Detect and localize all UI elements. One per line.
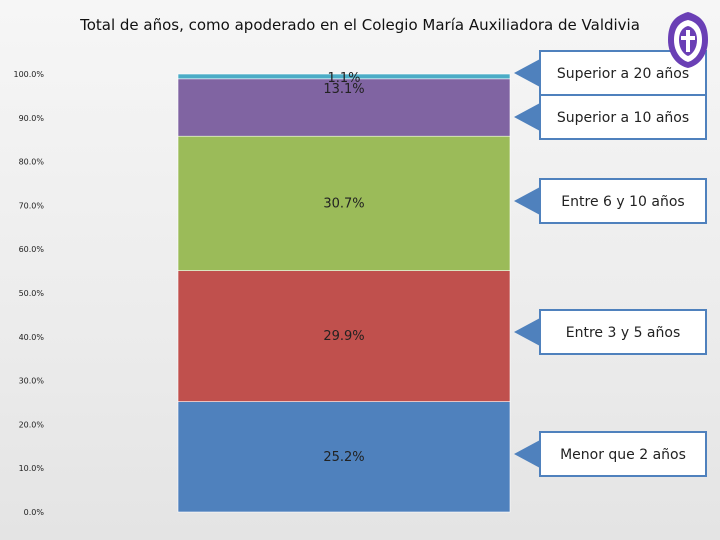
y-tick-label: 70.0% [19,201,45,210]
y-tick-label: 80.0% [19,158,45,167]
legend-callout: Menor que 2 años [514,431,707,477]
callout-arrow [514,318,540,346]
y-tick-label: 20.0% [19,420,45,429]
callout-arrow [514,103,540,131]
data-label: 13.1% [323,82,364,97]
bar-segment [177,270,511,402]
legend-entry: Entre 3 y 5 años [566,325,680,341]
chart-title: Total de años, como apoderado en el Cole… [80,16,640,34]
legend-entry: Entre 6 y 10 años [561,194,684,210]
y-tick-label: 100.0% [13,70,44,79]
y-tick-label: 30.0% [19,377,45,386]
legend-callout: Superior a 10 años [514,94,707,140]
data-label: 30.7% [323,196,364,211]
legend-entry: Superior a 20 años [557,66,689,82]
callout-box [539,94,707,140]
legend-entry: Superior a 10 años [557,110,689,126]
legend-entry: Menor que 2 años [560,447,686,463]
callout-arrow [514,440,540,468]
y-tick-label: 50.0% [19,289,45,298]
callout-arrow [514,187,540,215]
bar-segment [177,135,511,271]
bar-segment [177,78,511,137]
school-crest-icon [668,12,708,68]
data-label: 1.1% [327,71,360,86]
bar-segment [177,73,511,80]
y-tick-label: 90.0% [19,114,45,123]
y-tick-label: 0.0% [24,508,45,517]
y-tick-label: 10.0% [19,464,45,473]
y-tick-label: 60.0% [19,245,45,254]
callout-box [539,178,707,224]
callout-arrow [514,59,540,87]
data-label: 29.9% [323,329,364,344]
legend-callout: Entre 6 y 10 años [514,178,707,224]
y-tick-label: 40.0% [19,333,45,342]
callout-box [539,431,707,477]
callout-box [539,309,707,355]
bar-segment [177,401,511,513]
data-label: 25.2% [323,450,364,465]
legend-callout: Entre 3 y 5 años [514,309,707,355]
